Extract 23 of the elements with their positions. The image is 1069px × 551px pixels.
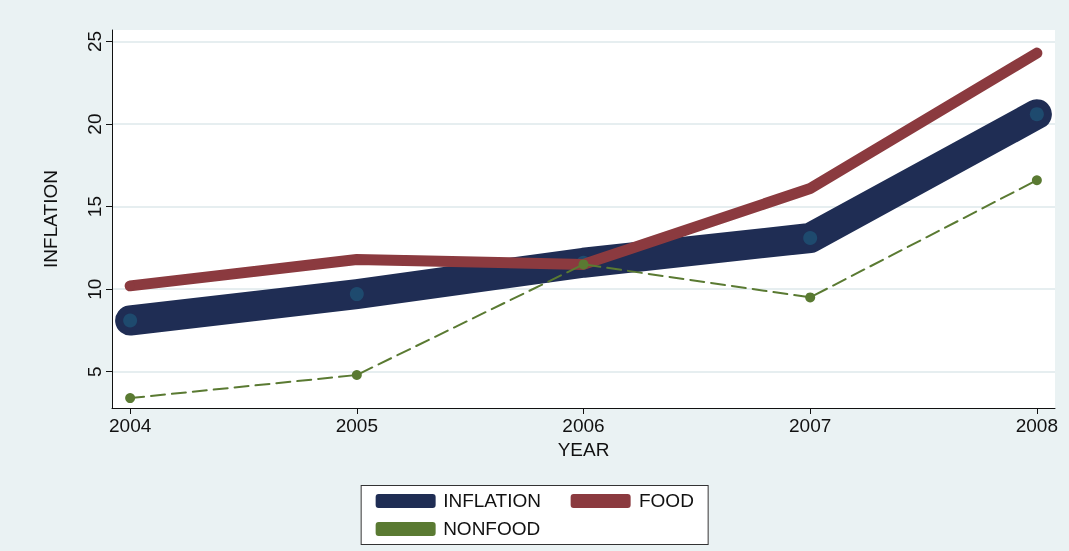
- y-tick-label: 10: [84, 278, 105, 300]
- legend-label: NONFOOD: [443, 518, 541, 540]
- legend-label: INFLATION: [443, 490, 541, 512]
- point: [803, 230, 818, 245]
- y-axis-title: INFLATION: [40, 170, 61, 268]
- point: [351, 369, 362, 380]
- point: [349, 287, 364, 302]
- point: [1031, 175, 1042, 186]
- x-axis-title: YEAR: [557, 439, 610, 460]
- x-tick-label: 2006: [562, 415, 605, 436]
- point: [805, 292, 816, 303]
- y-tick-label: 25: [84, 30, 105, 53]
- point: [123, 313, 138, 328]
- x-tick-label: 2007: [789, 415, 832, 436]
- x-tick-label: 2005: [335, 415, 378, 436]
- y-tick-label: 15: [84, 196, 105, 218]
- x-tick-label: 2008: [1015, 415, 1059, 436]
- point: [1029, 107, 1044, 122]
- y-tick-label: 5: [84, 366, 105, 377]
- legend-label: FOOD: [638, 490, 694, 512]
- x-tick-label: 2004: [108, 415, 152, 436]
- point: [125, 393, 136, 404]
- y-tick-label: 20: [84, 113, 105, 135]
